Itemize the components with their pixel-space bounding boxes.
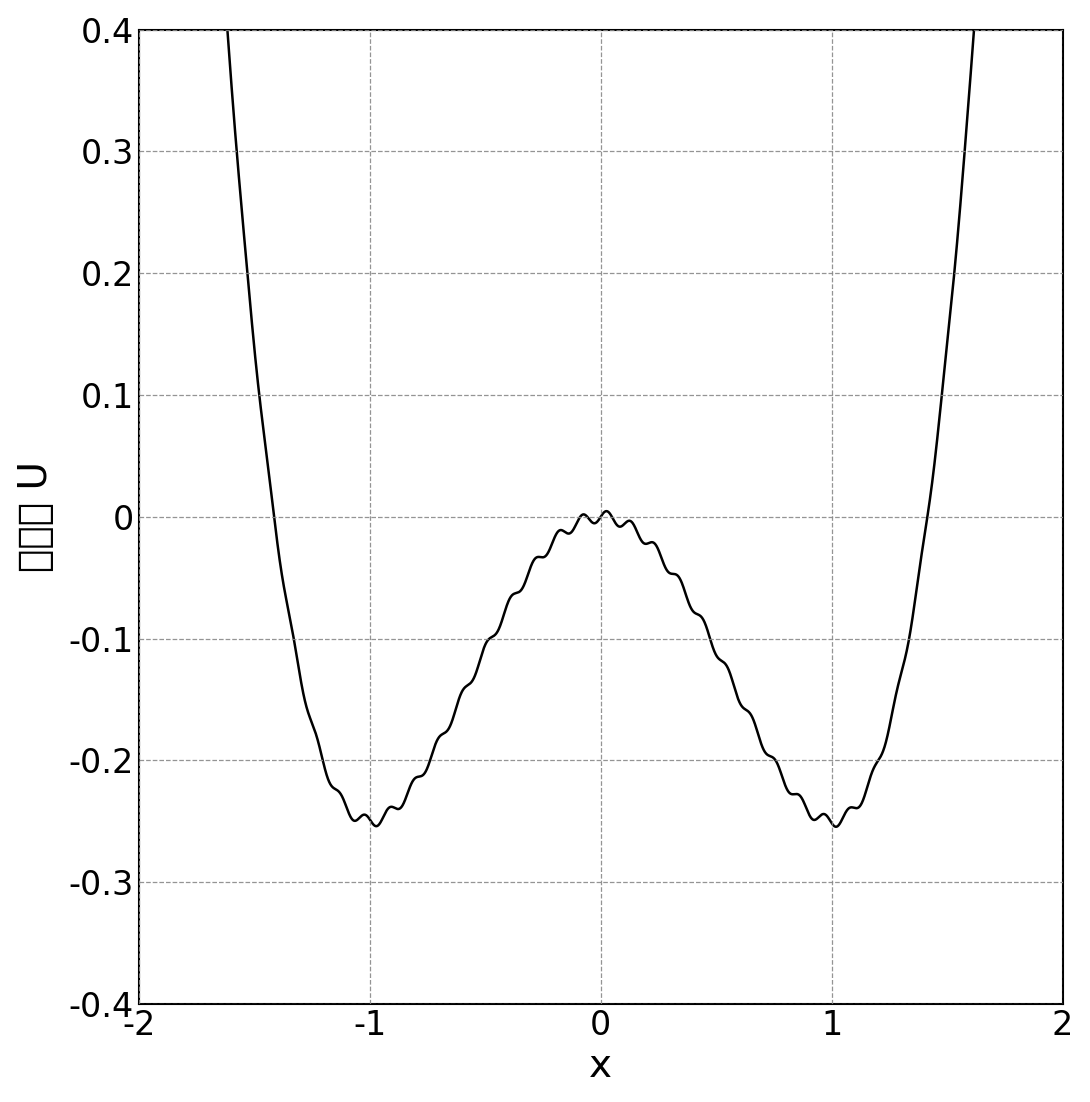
X-axis label: x: x bbox=[590, 1047, 613, 1085]
Y-axis label: 势函数 U: 势函数 U bbox=[16, 462, 54, 572]
